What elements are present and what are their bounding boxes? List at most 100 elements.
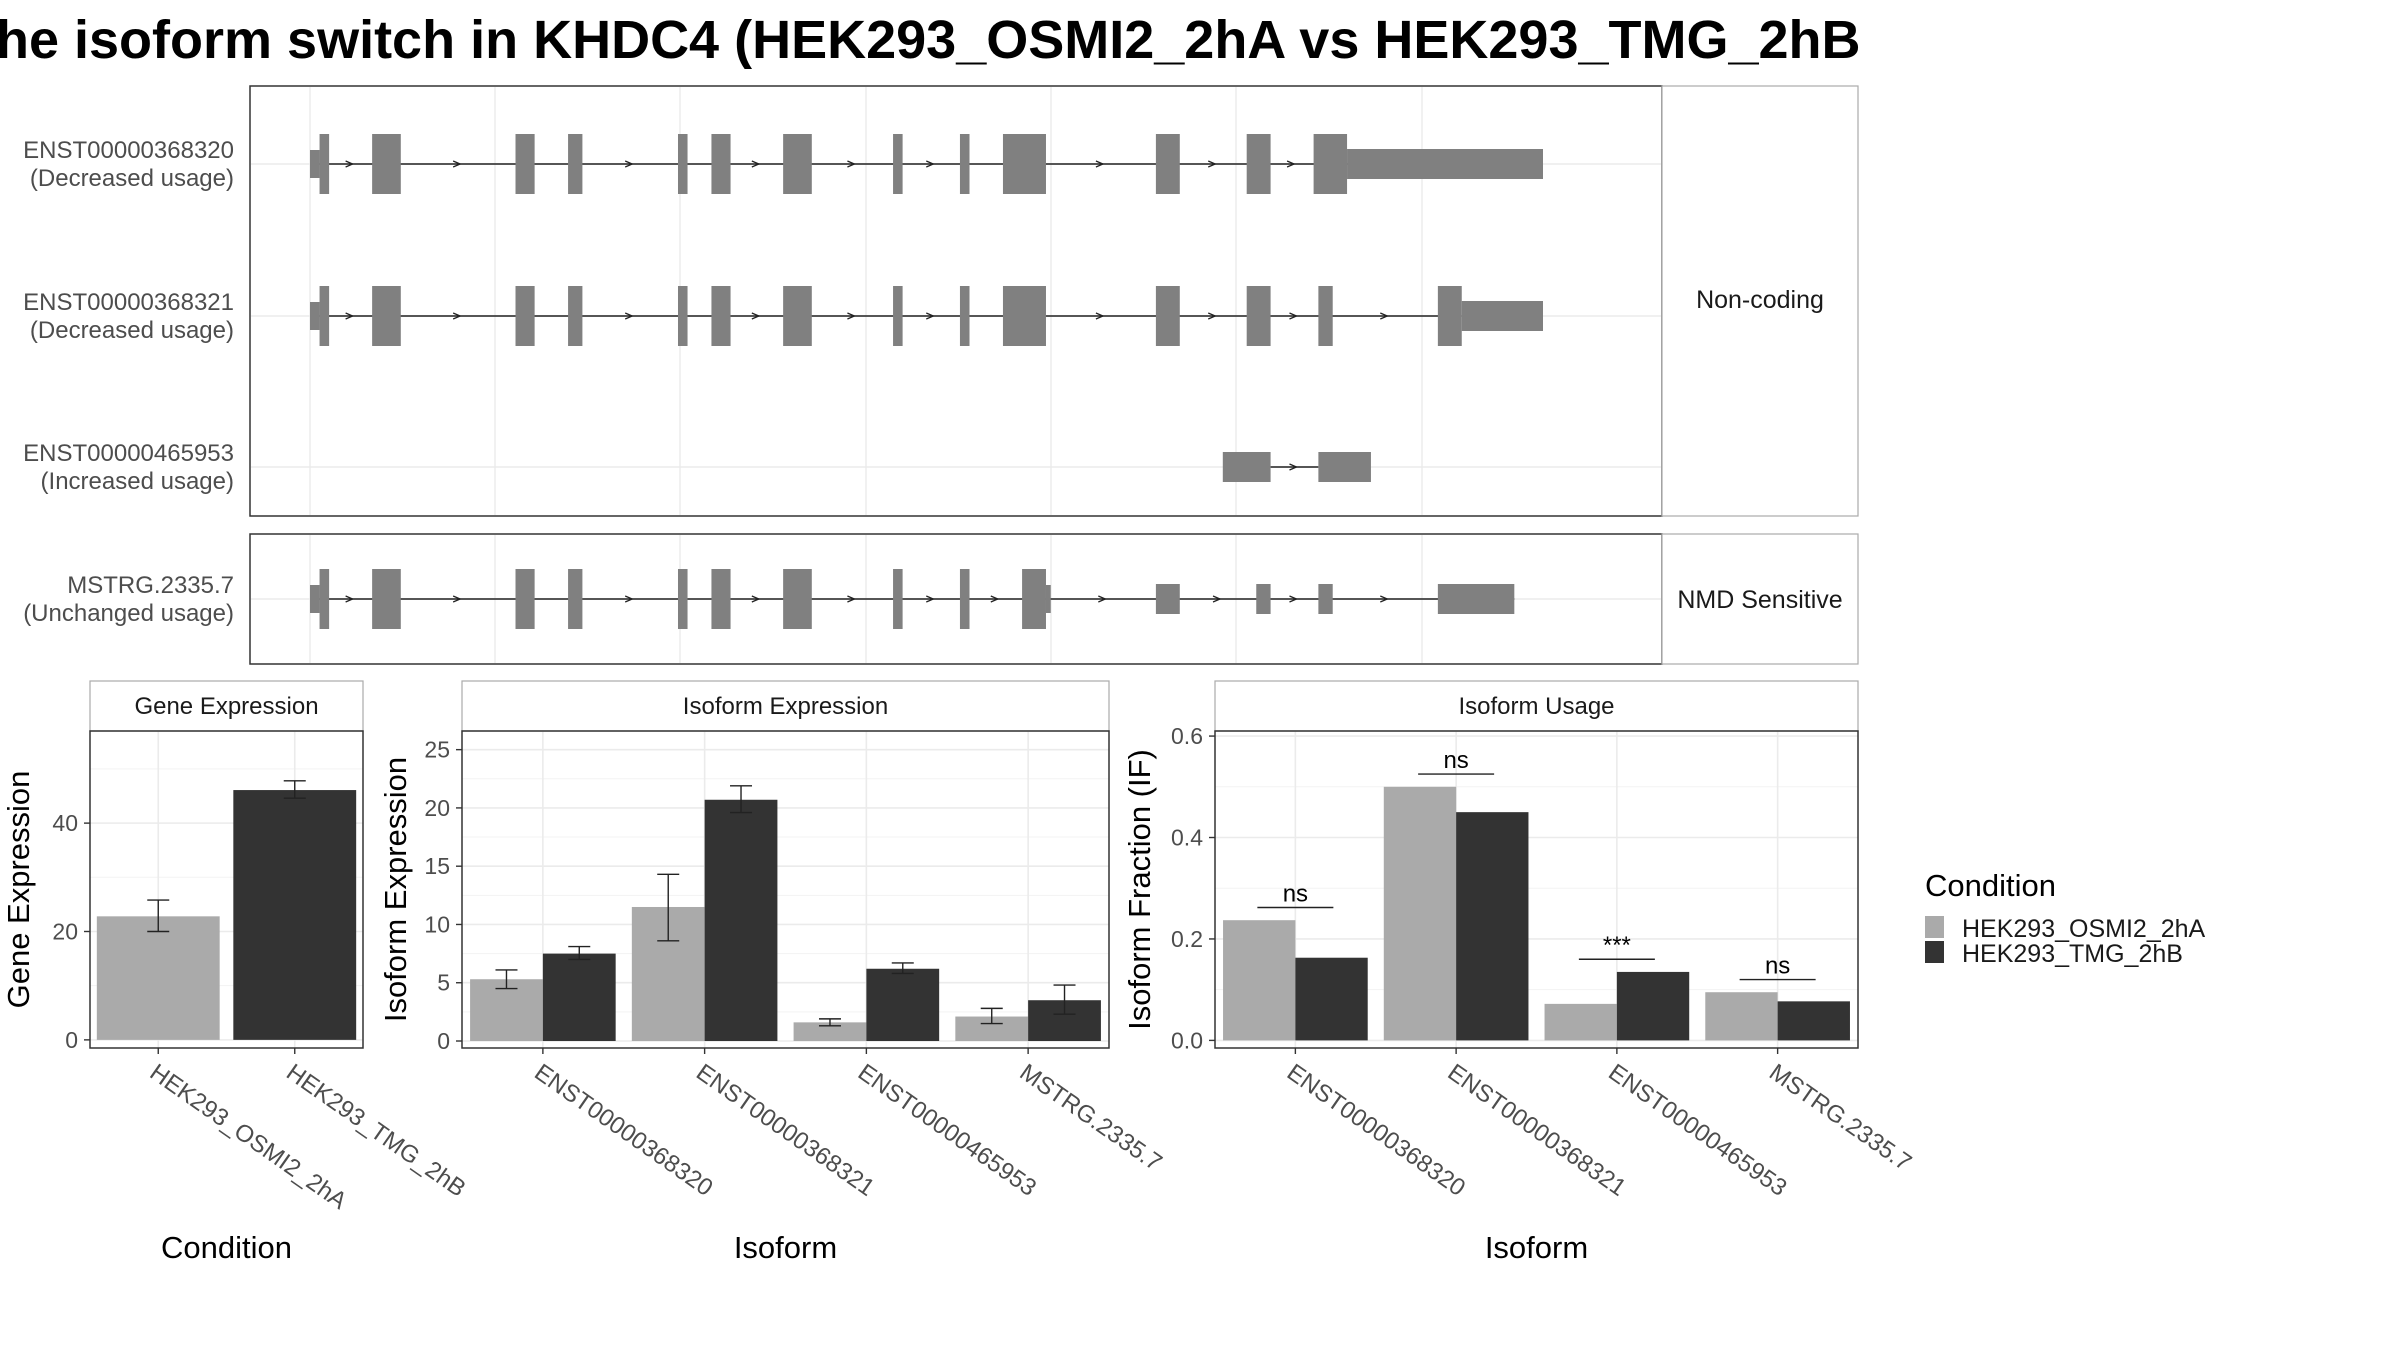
bar xyxy=(96,916,220,1040)
exon xyxy=(783,134,812,194)
direction-arrow xyxy=(926,160,935,168)
facet-strip xyxy=(89,680,364,732)
direction-arrow xyxy=(452,160,462,168)
facet-strip-title: Gene Expression xyxy=(134,693,318,720)
exon xyxy=(677,134,688,194)
exon xyxy=(959,569,970,629)
direction-arrow xyxy=(847,595,857,603)
bar-cond-a xyxy=(793,1022,867,1042)
direction-arrow xyxy=(345,312,355,320)
y-tick-label: 15 xyxy=(424,853,450,879)
error-bar xyxy=(980,1007,1003,1025)
direction-arrow xyxy=(1289,463,1299,471)
exon xyxy=(1318,584,1333,614)
exon xyxy=(677,286,688,346)
exon xyxy=(711,569,731,629)
facet-strip-title: Isoform Usage xyxy=(1458,693,1614,720)
error-bar xyxy=(730,785,753,814)
exon xyxy=(1347,149,1543,179)
bar-cond-a xyxy=(1705,992,1778,1041)
exon xyxy=(783,569,812,629)
panel-border xyxy=(1214,730,1859,1049)
transcript-structure-area: Non-coding NMD Sensitive ENST00000368320… xyxy=(23,85,1859,665)
exon xyxy=(372,286,401,346)
direction-arrow xyxy=(1286,160,1296,168)
direction-arrow xyxy=(345,595,355,603)
exon xyxy=(310,302,320,330)
panel-border xyxy=(89,730,364,1049)
bar-cond-a xyxy=(1223,920,1296,1041)
exon xyxy=(515,134,535,194)
exon xyxy=(783,286,812,346)
direction-arrow xyxy=(1212,595,1222,603)
error-bar xyxy=(283,780,306,799)
y-axis-title: Isoform Fraction (IF) xyxy=(1122,749,1157,1030)
strip-nmd-group xyxy=(1661,533,1859,665)
exon xyxy=(893,286,903,346)
transcript-usage-label: (Decreased usage) xyxy=(30,317,234,344)
exon xyxy=(1155,134,1180,194)
exon xyxy=(319,134,330,194)
exon xyxy=(1246,286,1271,346)
exon xyxy=(568,569,583,629)
strip-label-coding: Non-coding xyxy=(1696,286,1824,314)
direction-arrow xyxy=(624,595,634,603)
legend-swatch-b xyxy=(1925,941,1944,963)
direction-arrow xyxy=(624,312,634,320)
exon xyxy=(1002,286,1046,346)
significance-label: ns xyxy=(1765,953,1790,980)
direction-arrow xyxy=(452,595,462,603)
direction-arrow xyxy=(1380,312,1389,320)
exon xyxy=(1437,286,1462,346)
exon xyxy=(1318,286,1333,346)
error-bar xyxy=(891,962,914,975)
error-bar xyxy=(147,899,170,933)
y-tick-label: 5 xyxy=(437,970,450,996)
strip-label-nmd: NMD Sensitive xyxy=(1677,586,1842,614)
x-tick-label: MSTRG.2335.7 xyxy=(1015,1059,1167,1177)
transcript-row: ENST00000368320(Decreased usage) xyxy=(23,134,1543,194)
exon xyxy=(1022,569,1046,629)
bar-cond-b xyxy=(1616,971,1690,1041)
bar-cond-b xyxy=(1777,1001,1850,1041)
exon xyxy=(1222,452,1271,482)
transcript-id-label: ENST00000465953 xyxy=(23,440,234,467)
exon xyxy=(893,569,903,629)
direction-arrow xyxy=(452,312,462,320)
bar-cond-a xyxy=(1383,786,1457,1041)
exon xyxy=(1313,134,1348,194)
y-axis-title: Gene Expression xyxy=(1,771,36,1009)
strip-coding-group xyxy=(1661,85,1859,517)
y-tick-label: 0 xyxy=(437,1028,450,1054)
legend-label-a: HEK293_OSMI2_2hA xyxy=(1962,915,2206,943)
x-tick-label: ENST00000465953 xyxy=(1603,1059,1791,1202)
transcript-usage-label: (Increased usage) xyxy=(41,468,234,495)
exon xyxy=(1256,584,1271,614)
bar-cond-b xyxy=(542,953,616,1042)
x-axis-title: Condition xyxy=(161,1230,292,1265)
bar-cond-b xyxy=(704,799,778,1042)
direction-arrow xyxy=(1095,160,1105,168)
transcript-usage-label: (Unchanged usage) xyxy=(23,600,234,627)
exon xyxy=(372,569,401,629)
y-axis-title: Isoform Expression xyxy=(378,757,413,1022)
bar-cond-b xyxy=(1456,812,1529,1041)
x-tick-label: ENST00000465953 xyxy=(853,1059,1041,1202)
direction-arrow xyxy=(1095,312,1105,320)
direction-arrow xyxy=(624,160,634,168)
significance-label: ns xyxy=(1283,881,1308,908)
exon xyxy=(310,150,320,178)
direction-arrow xyxy=(751,312,761,320)
direction-arrow xyxy=(847,312,857,320)
legend: Condition HEK293_OSMI2_2hA HEK293_TMG_2h… xyxy=(1925,868,2206,968)
x-tick-label: MSTRG.2335.7 xyxy=(1764,1059,1916,1177)
bar xyxy=(233,790,357,1040)
exon xyxy=(711,134,731,194)
direction-arrow xyxy=(345,160,355,168)
direction-arrow xyxy=(1289,595,1299,603)
x-tick-label: ENST00000368321 xyxy=(1443,1059,1631,1202)
direction-arrow xyxy=(990,595,1000,603)
exon xyxy=(568,134,583,194)
exon xyxy=(1437,584,1515,614)
exon xyxy=(677,569,688,629)
